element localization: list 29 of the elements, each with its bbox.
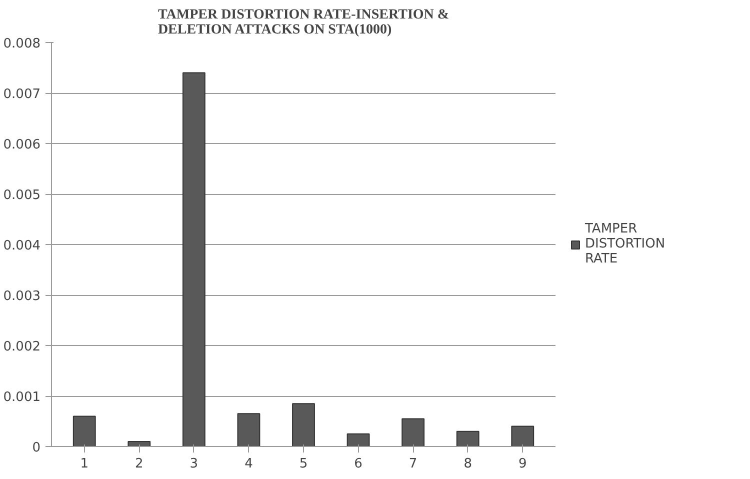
bar: [456, 430, 480, 446]
y-tick-label: 0.007: [3, 87, 40, 102]
bar: [511, 426, 534, 446]
y-tick-label: 0.005: [3, 188, 40, 203]
x-tick-label: 7: [408, 456, 418, 472]
x-tick-label: 5: [299, 456, 308, 472]
x-tick-label: 1: [80, 456, 89, 472]
y-tick-label: 0.001: [3, 390, 40, 405]
y-tick-label: 0.004: [3, 238, 40, 254]
bar: [72, 416, 96, 446]
bar: [292, 403, 315, 446]
bar: [346, 433, 370, 446]
legend-label: TAMPER DISTORTION RATE: [585, 222, 666, 266]
y-tick-label: 0.008: [3, 36, 40, 52]
x-tick-label: 2: [135, 456, 144, 472]
chart-title: TAMPER DISTORTION RATE-INSERTION & DELETION ATTACKS ON STA(1000): [158, 8, 450, 38]
x-tick-label: 8: [464, 456, 472, 472]
x-tick-label: 9: [518, 456, 527, 472]
x-tick-label: 4: [244, 456, 253, 472]
bar: [237, 413, 260, 446]
y-tick-label: 0.003: [3, 289, 40, 304]
bar: [182, 72, 206, 446]
y-tick-label: 0: [32, 440, 41, 456]
y-tick-label: 0.002: [3, 340, 40, 354]
x-tick-label: 6: [354, 456, 362, 472]
x-tick-label: 3: [190, 456, 198, 472]
y-tick-label: 0.006: [3, 138, 40, 152]
bar: [402, 418, 425, 446]
bar: [128, 440, 151, 446]
